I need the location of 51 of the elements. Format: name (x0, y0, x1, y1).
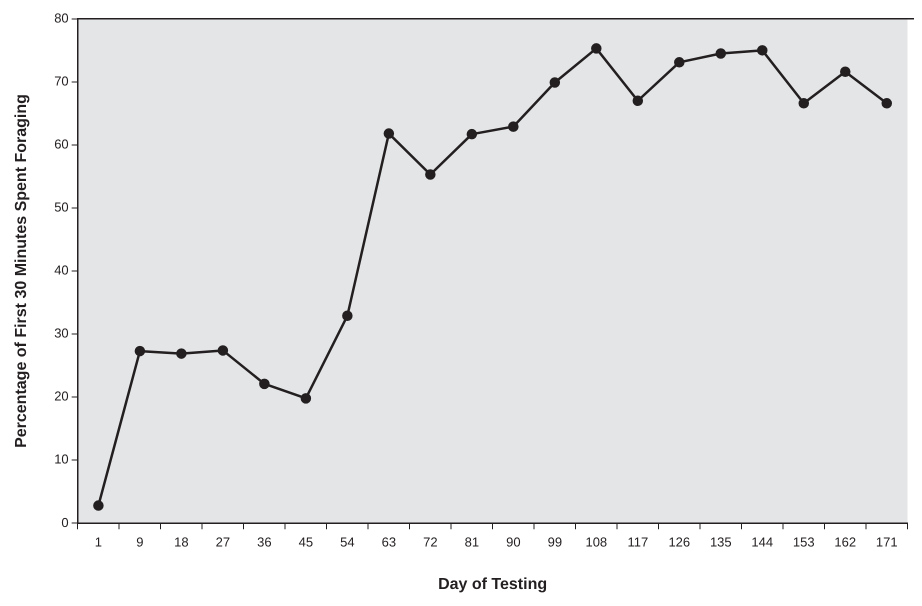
point (218, 345, 228, 356)
x-tick-label: 18 (174, 534, 189, 550)
point (300, 393, 312, 404)
point (384, 128, 394, 139)
point (591, 43, 602, 54)
x-tick-label: 162 (834, 534, 856, 550)
x-tick-label: 99 (548, 534, 562, 550)
point (882, 98, 892, 109)
point (259, 378, 270, 390)
x-tick-label: 9 (136, 534, 144, 550)
x-tick-label: 36 (257, 534, 272, 550)
point (508, 121, 519, 132)
x-tick-label: 45 (298, 534, 314, 550)
x-tick-label: 1 (94, 534, 102, 550)
y-tick-label: 70 (54, 73, 69, 88)
x-tick-label: 27 (216, 534, 230, 550)
point (466, 128, 478, 140)
x-tick-label: 171 (876, 534, 898, 550)
point (840, 66, 851, 78)
point (425, 169, 436, 180)
y-tick-label: 20 (54, 388, 69, 404)
point (342, 310, 353, 322)
x-tick-label: 72 (423, 534, 438, 550)
point (716, 48, 726, 59)
x-tick-label: 117 (627, 534, 648, 550)
x-tick-label: 108 (585, 534, 608, 550)
x-tick-label: 81 (464, 534, 480, 550)
point (674, 57, 685, 68)
x-tick-label: 153 (792, 534, 815, 550)
y-tick-label: 0 (61, 514, 69, 530)
x-tick-label: 90 (506, 534, 521, 550)
point (93, 500, 104, 511)
y-axis-title: Percentage of First 30 Minutes Spent Foraging (13, 94, 30, 448)
y-tick-label: 30 (54, 326, 69, 341)
point (798, 98, 810, 109)
point (757, 45, 768, 56)
x-tick-label: 144 (751, 534, 774, 550)
y-tick-label: 40 (54, 262, 69, 278)
point (632, 96, 644, 106)
x-tick-label: 126 (668, 534, 690, 550)
y-tick-label: 60 (54, 136, 69, 152)
x-tick-label: 135 (710, 534, 732, 550)
point (550, 77, 560, 88)
y-tick-label: 80 (54, 10, 69, 26)
x-axis-title: Day of Testing (438, 576, 548, 593)
x-tick-label: 54 (340, 534, 355, 550)
point (134, 346, 146, 356)
x-tick-label: 63 (382, 534, 396, 550)
y-tick-label: 10 (54, 452, 69, 467)
y-tick-label: 50 (54, 200, 69, 215)
point (176, 348, 187, 359)
